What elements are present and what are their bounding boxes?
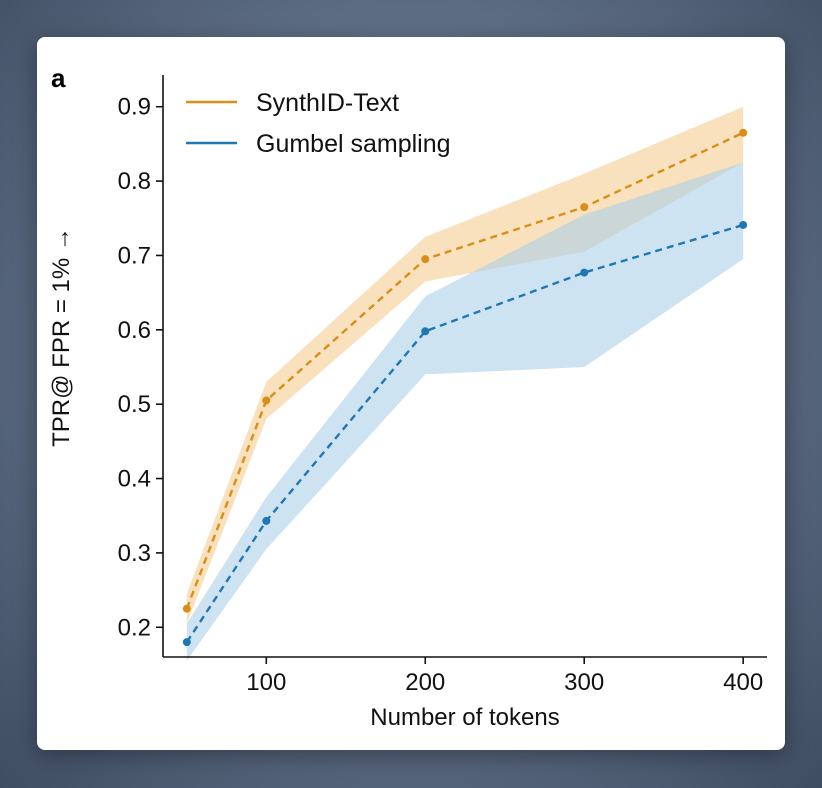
y-tick-label: 0.9	[118, 94, 151, 121]
legend: SynthID-Text Gumbel sampling	[186, 89, 451, 158]
x-ticks: 100 200 300 400	[246, 657, 763, 696]
x-tick-label: 300	[564, 669, 604, 696]
y-axis-title: TPR@ FPR = 1% →	[48, 227, 75, 447]
legend-label-synthid: SynthID-Text	[256, 89, 399, 117]
x-tick-label: 400	[723, 669, 763, 696]
series-points	[182, 128, 748, 647]
line-chart: 0.2 0.3 0.4 0.5 0.6 0.7 0.8 0.9 100 200 300 400 Nu…	[48, 75, 767, 731]
confidence-bands	[186, 106, 744, 661]
x-axis-title: Number of tokens	[370, 704, 559, 731]
y-tick-label: 0.2	[118, 614, 151, 641]
x-tick-label: 200	[405, 669, 445, 696]
y-tick-label: 0.4	[118, 466, 151, 493]
data-point-synthid	[580, 203, 589, 212]
y-tick-label: 0.5	[118, 391, 151, 418]
data-point-gumbel	[580, 268, 589, 277]
data-point-gumbel	[262, 516, 271, 525]
data-point-synthid	[262, 396, 271, 405]
data-point-synthid	[421, 255, 430, 264]
y-tick-label: 0.6	[118, 317, 151, 344]
data-point-gumbel	[421, 327, 430, 336]
data-point-synthid	[739, 128, 748, 137]
series-line-gumbel	[185, 223, 744, 643]
figure-card: a 0.2 0.3 0.4 0.5 0.6 0.7 0.8 0.9 100 200 300 400 …	[37, 37, 785, 750]
panel-label: a	[51, 63, 66, 93]
axes	[162, 75, 767, 658]
data-point-gumbel	[739, 220, 748, 229]
band-gumbel	[186, 162, 744, 661]
legend-label-gumbel: Gumbel sampling	[256, 130, 451, 158]
y-ticks: 0.2 0.3 0.4 0.5 0.6 0.7 0.8 0.9	[118, 94, 163, 641]
x-tick-label: 100	[246, 669, 286, 696]
data-point-gumbel	[182, 638, 191, 647]
data-point-synthid	[182, 604, 191, 613]
y-tick-label: 0.7	[118, 242, 151, 269]
y-tick-label: 0.8	[118, 168, 151, 195]
y-tick-label: 0.3	[118, 540, 151, 567]
